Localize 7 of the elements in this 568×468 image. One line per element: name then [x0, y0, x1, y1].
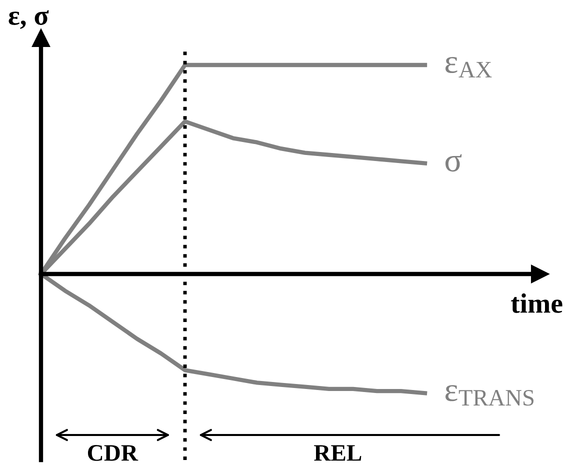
- series-label: σ: [445, 154, 462, 172]
- x-axis-title: time: [511, 293, 562, 313]
- y-axis-title: ε, σ: [8, 10, 49, 29]
- series-label: ε$_{TRANS}$: [445, 385, 534, 406]
- text: CDR: [88, 445, 138, 461]
- text: REL: [314, 445, 362, 461]
- series-label: ε$_{AX}$: [445, 57, 492, 78]
